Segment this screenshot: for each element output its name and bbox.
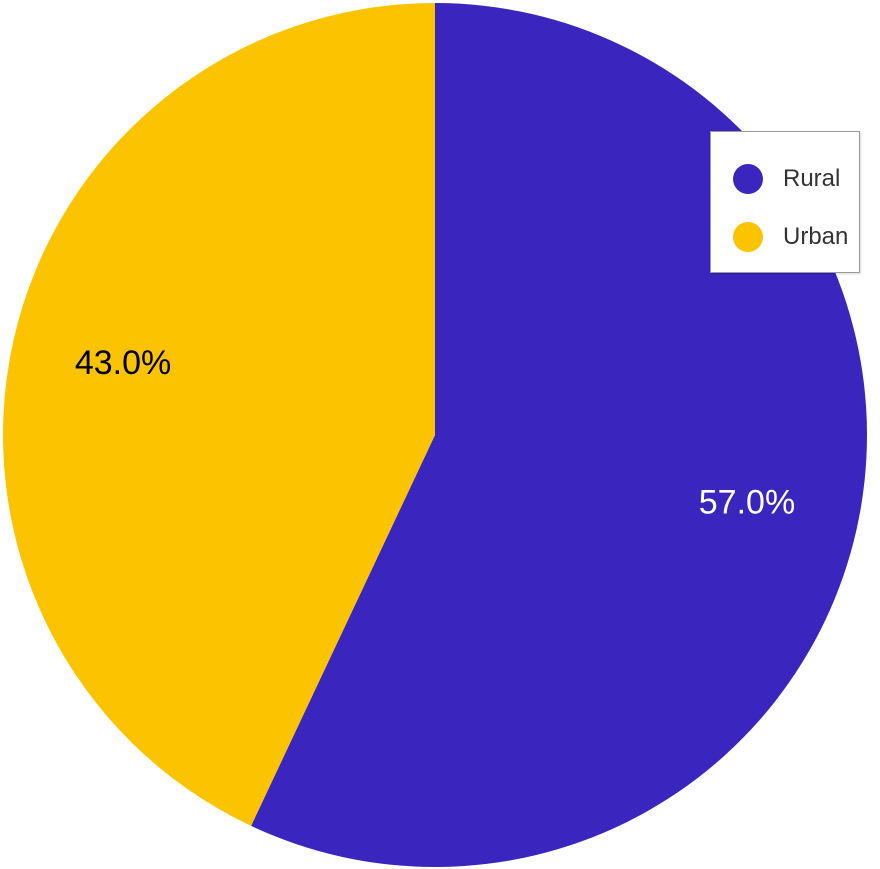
- legend-item-rural[interactable]: Rural: [733, 164, 840, 194]
- slice-label-urban: 43.0%: [75, 344, 171, 382]
- legend-swatch-urban: [733, 222, 763, 252]
- slice-label-rural: 57.0%: [699, 484, 795, 522]
- legend-label-urban: Urban: [783, 223, 849, 250]
- pie-slice-urban[interactable]: [2, 3, 436, 826]
- legend-label-rural: Rural: [783, 165, 841, 192]
- legend-item-urban[interactable]: Urban: [733, 222, 848, 252]
- legend-swatch-rural: [733, 164, 763, 194]
- legend: Rural Urban: [710, 131, 860, 273]
